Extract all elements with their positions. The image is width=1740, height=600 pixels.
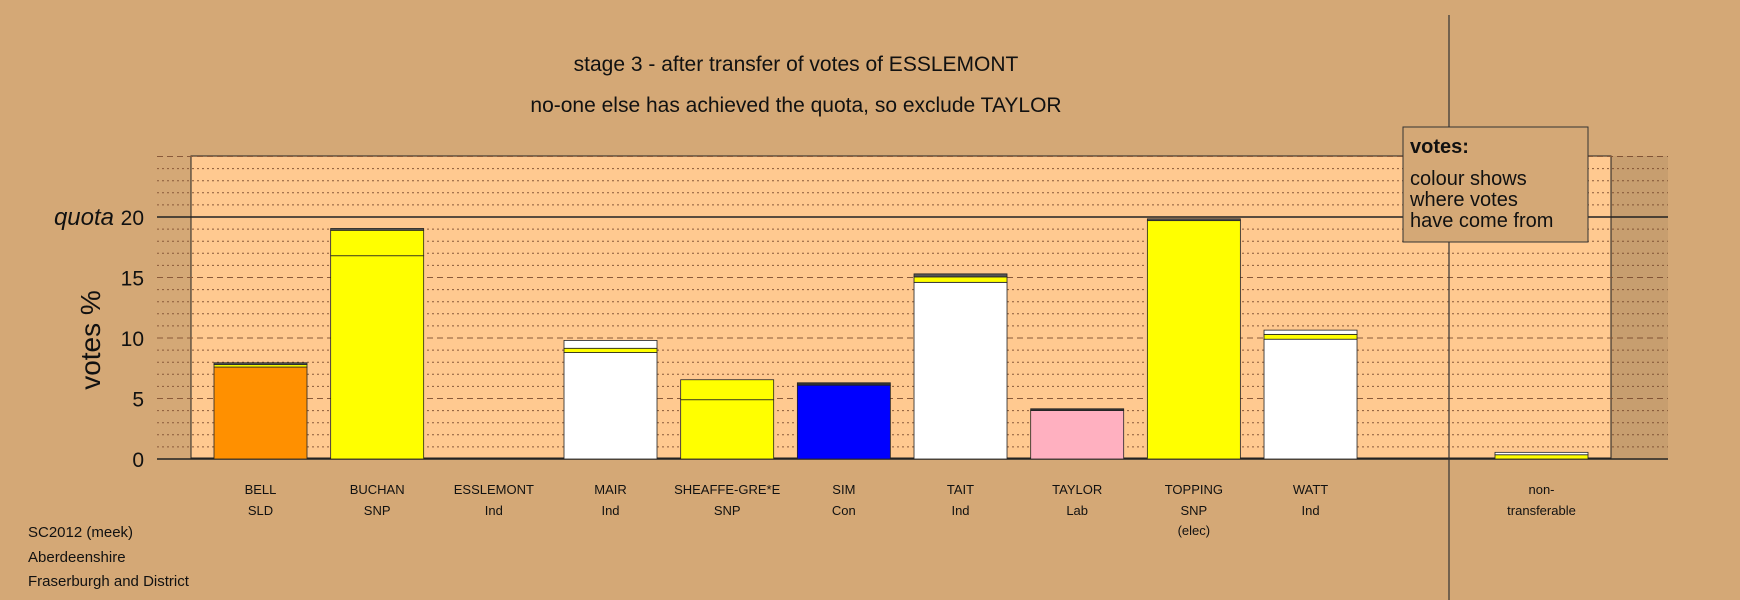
- category-party: Ind: [601, 503, 619, 518]
- bars: [213, 218, 1589, 460]
- bar-mair: [563, 340, 658, 460]
- bar-segment: [1146, 220, 1241, 460]
- legend-title: votes:: [1410, 136, 1469, 158]
- category-name: SHEAFFE-GRE*E: [674, 482, 781, 497]
- y-tick-label: 20: [121, 207, 144, 230]
- category-note: (elec): [1178, 523, 1211, 538]
- category-party: Ind: [951, 503, 969, 518]
- bar-segment: [1263, 333, 1358, 340]
- bar-sim: [796, 382, 891, 460]
- bar-segment: [213, 366, 308, 460]
- bar-tait: [913, 273, 1008, 460]
- chart-subtitle: no-one else has achieved the quota, so e…: [530, 94, 1061, 117]
- legend-line-2: where votes: [1409, 189, 1518, 211]
- category-name: TAIT: [947, 482, 974, 497]
- y-axis: 0 5 10 15 20: [121, 207, 144, 472]
- legend: votes: colour shows where votes have com…: [1402, 126, 1589, 243]
- nontransferable-label: transferable: [1507, 503, 1576, 518]
- bar-segment: [796, 382, 891, 386]
- category-party: SLD: [248, 503, 273, 518]
- category-name: TAYLOR: [1052, 482, 1102, 497]
- bar-segment: [913, 281, 1008, 460]
- bar-segment: [680, 399, 775, 460]
- bar-segment: [913, 276, 1008, 283]
- legend-line-1: colour shows: [1410, 168, 1527, 190]
- bar-segment: [1263, 338, 1358, 460]
- bar-segment: [213, 362, 308, 366]
- bar-buchan: [330, 228, 425, 460]
- category-name: TOPPING: [1165, 482, 1223, 497]
- bar-segment: [1263, 329, 1358, 335]
- bar-segment: [330, 229, 425, 257]
- bar-segment: [796, 384, 891, 460]
- bar-segment: [913, 273, 1008, 278]
- bar-topping: [1146, 218, 1241, 460]
- category-name: SIM: [832, 482, 855, 497]
- bar-segment: [1494, 451, 1589, 456]
- plot-panel: [190, 155, 1612, 459]
- category-party: SNP: [1180, 503, 1207, 518]
- category-name: BUCHAN: [350, 482, 405, 497]
- category-name: ESSLEMONT: [454, 482, 534, 497]
- bar-segment: [563, 352, 658, 460]
- y-tick-label: 10: [121, 328, 144, 351]
- category-name: MAIR: [594, 482, 627, 497]
- bar-segment: [563, 347, 658, 353]
- bar-nontransferable: [1494, 451, 1589, 460]
- category-party: Con: [832, 503, 856, 518]
- source-info: SC2012 (meek) Aberdeenshire Fraserburgh …: [28, 524, 190, 590]
- category-party: Ind: [1301, 503, 1319, 518]
- source-line-3: Fraserburgh and District: [28, 573, 190, 590]
- bar-segment: [1494, 454, 1589, 460]
- right-margin-band: [1611, 156, 1668, 458]
- y-tick-label: 0: [132, 449, 144, 472]
- bar-sheaffe-gre*e: [680, 379, 775, 460]
- category-party: SNP: [714, 503, 741, 518]
- category-name: WATT: [1293, 482, 1328, 497]
- category-name: BELL: [245, 482, 277, 497]
- bar-bell: [213, 362, 308, 460]
- nontransferable-label: non-: [1528, 482, 1554, 497]
- y-axis-label: votes %: [75, 290, 106, 390]
- category-party: Lab: [1066, 503, 1088, 518]
- legend-box: [1402, 126, 1589, 243]
- category-labels: BELL SLD BUCHAN SNP ESSLEMONT Ind MAIR Ind SHEAF…: [245, 482, 1576, 538]
- category-party: Ind: [485, 503, 503, 518]
- bar-segment: [330, 255, 425, 460]
- bar-segment: [1146, 218, 1241, 222]
- bar-segment: [680, 379, 775, 401]
- bar-segment: [563, 340, 658, 349]
- bar-segment: [1030, 410, 1125, 460]
- bar-taylor: [1030, 408, 1125, 460]
- bar-watt: [1263, 329, 1358, 460]
- bar-segment: [330, 228, 425, 231]
- y-tick-label: 5: [132, 389, 144, 412]
- legend-line-3: have come from: [1410, 210, 1553, 232]
- quota-label: quota: [54, 204, 114, 231]
- bar-segment: [1030, 408, 1125, 412]
- source-line-2: Aberdeenshire: [28, 549, 126, 566]
- chart-title: stage 3 - after transfer of votes of ESS…: [574, 53, 1019, 76]
- y-tick-label: 15: [121, 268, 144, 291]
- source-line-1: SC2012 (meek): [28, 524, 133, 541]
- category-party: SNP: [364, 503, 391, 518]
